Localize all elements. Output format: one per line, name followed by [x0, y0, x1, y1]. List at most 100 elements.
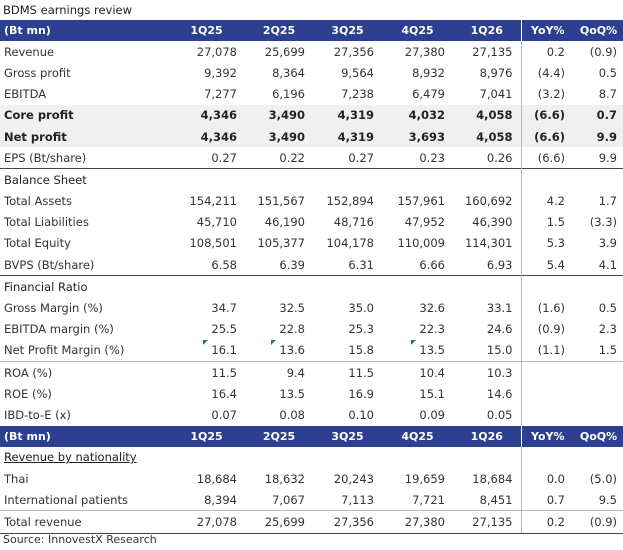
value-text: 0.10	[348, 407, 374, 422]
qoq-cell: (3.3)	[589, 215, 617, 230]
value-text: 8,394	[204, 492, 237, 507]
value-text: 33.1	[486, 301, 513, 316]
header-period: 2Q25	[245, 20, 313, 42]
value-text: 114,301	[464, 236, 513, 251]
value-cell: 8,394	[168, 489, 245, 511]
value-text: 6.39	[279, 257, 305, 272]
yoy-cell: 5.4	[520, 254, 574, 276]
value-text: 0.23	[419, 150, 445, 165]
value-text: 10.4	[419, 365, 445, 380]
table-row: EBITDA margin (%) 25.5 22.8 25.3 22.3 24.6 (0.…	[0, 318, 623, 340]
value-cell: 7,277	[168, 84, 245, 105]
row-label: Net Profit Margin (%)	[4, 343, 125, 358]
value-text: 0.07	[211, 407, 237, 422]
header-yoy: YoY%	[520, 425, 574, 447]
value-cell: 4,058	[453, 104, 521, 126]
value-text: 25.5	[211, 322, 237, 337]
row-label: Total Liabilities	[4, 215, 89, 230]
value-text: 6.93	[486, 257, 513, 272]
yoy-cell: 0.2	[520, 510, 574, 534]
value-cell: 27,078	[168, 41, 245, 62]
yoy-cell: (0.9)	[520, 318, 574, 340]
value-cell: 6.93	[453, 254, 521, 276]
table-row: Net profit 4,346 3,490 4,319 3,693 4,058 (6.6)…	[0, 125, 623, 148]
comment-flag-icon	[271, 339, 278, 346]
table-row: Total Assets 154,211 151,567 152,894 157,961…	[0, 190, 623, 212]
value-cell: 4,346	[168, 104, 245, 126]
value-text: 27,356	[333, 44, 374, 59]
value-cell: 110,009	[382, 233, 453, 254]
value-cell: 104,178	[313, 233, 382, 254]
value-text: 25,699	[264, 514, 305, 529]
value-cell: 25.5	[168, 319, 245, 340]
qoq-cell: 8.7	[598, 87, 617, 102]
header-period: 1Q25	[168, 425, 245, 447]
value-text: 8,932	[412, 65, 445, 80]
row-label: ROE (%)	[4, 386, 52, 401]
value-cell: 9,564	[313, 62, 382, 83]
value-cell: 4,032	[382, 104, 453, 126]
qoq-cell: 2.3	[598, 322, 617, 337]
table-row: Total Equity 108,501 105,377 104,178 110,009…	[0, 232, 623, 255]
value-cell: 22.3	[382, 319, 453, 340]
table-row: Gross profit 9,392 8,364 9,564 8,932 8,976 (4.…	[0, 62, 623, 84]
value-cell: 47,952	[382, 212, 453, 233]
yoy-cell: (1.6)	[520, 297, 574, 319]
value-cell: 4,319	[313, 125, 382, 148]
value-text: 22.8	[279, 322, 305, 337]
value-text: 15.1	[419, 386, 445, 401]
row-label: Total Equity	[4, 236, 71, 251]
value-cell: 6,196	[245, 84, 313, 105]
section-title-text: Balance Sheet	[4, 172, 87, 187]
value-cell: 0.08	[245, 404, 313, 425]
section-title-text: Financial Ratio	[4, 279, 88, 294]
header-period: 1Q26	[453, 425, 521, 447]
value-cell: 8,364	[245, 62, 313, 83]
value-cell: 13.5	[245, 383, 313, 404]
qoq-cell: 9.5	[598, 492, 617, 507]
value-cell: 157,961	[382, 191, 453, 212]
header-period: 4Q25	[382, 425, 453, 447]
header-period: 4Q25	[382, 20, 453, 42]
value-text: 8,451	[479, 492, 513, 507]
value-text: 27,135	[472, 514, 513, 529]
value-text: 14.6	[486, 386, 513, 401]
value-cell: 0.22	[245, 147, 313, 169]
value-cell: 7,113	[313, 489, 382, 511]
value-cell: 27,380	[382, 41, 453, 62]
row-label: EBITDA	[4, 87, 47, 102]
value-cell: 6.58	[168, 254, 245, 276]
row-label: Total revenue	[0, 510, 168, 534]
value-cell: 7,721	[382, 489, 453, 511]
value-text: 154,211	[189, 194, 237, 209]
row-label: BVPS (Bt/share)	[4, 257, 95, 272]
value-cell: 24.6	[453, 319, 521, 340]
yoy-cell	[520, 361, 574, 384]
value-text: 7,277	[204, 87, 237, 102]
value-text: 4,319	[337, 129, 374, 144]
yoy-cell: 0.2	[520, 41, 574, 63]
table-header-row: (Bt mn) 1Q25 2Q25 3Q25 4Q25 1Q26 YoY% QoQ%	[0, 425, 623, 447]
header-yoy: YoY%	[520, 20, 574, 42]
yoy-cell: 1.5	[520, 211, 574, 233]
row-label: EPS (Bt/share)	[4, 150, 87, 165]
value-cell: 10.4	[382, 361, 453, 384]
value-cell: 0.23	[382, 147, 453, 169]
value-cell: 7,067	[245, 489, 313, 511]
value-text: 7,238	[341, 87, 374, 102]
value-text: 27,356	[333, 514, 374, 529]
value-cell: 27,078	[168, 510, 245, 534]
empty-cell	[313, 168, 382, 191]
empty-cell	[574, 275, 623, 298]
value-cell: 45,710	[168, 212, 245, 233]
empty-cell	[574, 168, 623, 191]
yoy-cell: 5.3	[520, 232, 574, 255]
value-cell: 7,041	[453, 84, 521, 105]
value-cell: 9,392	[168, 62, 245, 83]
value-cell: 34.7	[168, 297, 245, 318]
value-cell: 25.3	[313, 319, 382, 340]
value-cell: 46,190	[245, 212, 313, 233]
value-text: 27,135	[472, 44, 513, 59]
yoy-cell	[520, 404, 574, 426]
value-cell: 160,692	[453, 191, 521, 212]
